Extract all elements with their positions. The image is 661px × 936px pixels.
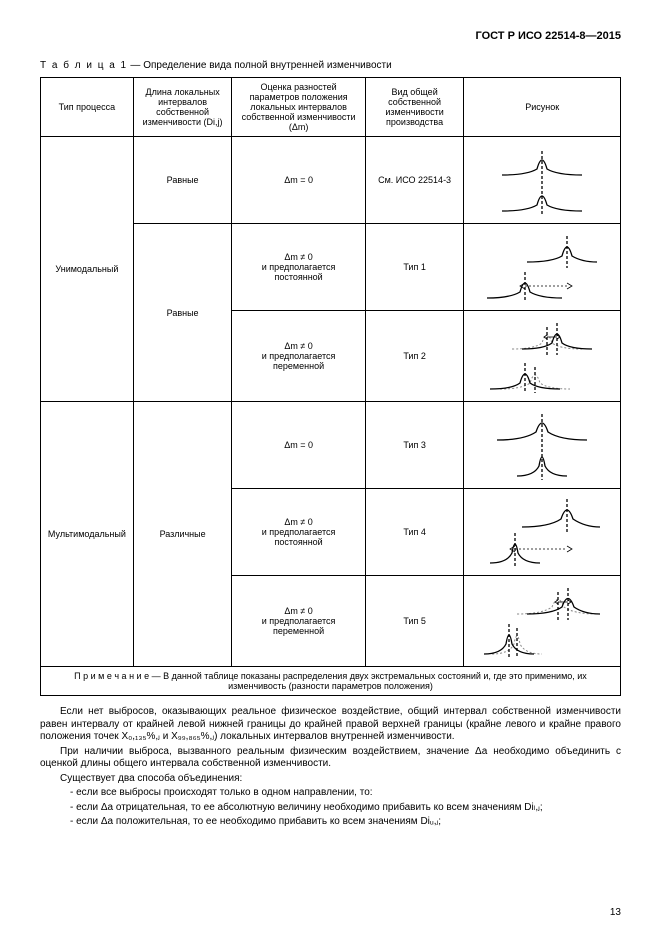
cell-process-unimodal: Унимодальный <box>41 137 134 402</box>
page-number: 13 <box>610 907 621 918</box>
figure-type2 <box>464 311 621 402</box>
table-note: П р и м е ч а н и е — В данной таблице п… <box>41 667 621 696</box>
page: ГОСТ Р ИСО 22514-8—2015 Т а б л и ц а 1 … <box>0 0 661 936</box>
table-caption: Т а б л и ц а 1 — Определение вида полно… <box>40 60 621 71</box>
cell-len-equal-1: Равные <box>133 137 232 224</box>
cell-dm-const-2: Δm ≠ 0 и предполагается постоянной <box>232 489 365 576</box>
para-4: - если все выбросы происходят только в о… <box>40 787 621 800</box>
figure-type1 <box>464 224 621 311</box>
cell-type-iso: См. ИСО 22514-3 <box>365 137 464 224</box>
cell-process-multimodal: Мультимодальный <box>41 402 134 667</box>
table-title: Определение вида полной внутренней измен… <box>143 60 391 71</box>
cell-dm-zero-2: Δm = 0 <box>232 402 365 489</box>
variability-table: Тип процесса Длина локальных интервалов … <box>40 77 621 696</box>
cell-dm-var-2: Δm ≠ 0 и предполагается переменной <box>232 576 365 667</box>
col-process-type: Тип процесса <box>41 78 134 137</box>
para-5: - если Δa отрицательная, то ее абсолютну… <box>40 802 621 815</box>
cell-type-3: Тип 3 <box>365 402 464 489</box>
table-label: Т а б л и ц а 1 <box>40 60 128 71</box>
col-figure: Рисунок <box>464 78 621 137</box>
col-variability-type: Вид общей собственной изменчивости произ… <box>365 78 464 137</box>
cell-len-equal-2: Равные <box>133 224 232 402</box>
col-interval-length: Длина локальных интервалов собственной и… <box>133 78 232 137</box>
cell-type-5: Тип 5 <box>365 576 464 667</box>
figure-type5 <box>464 576 621 667</box>
cell-type-2: Тип 2 <box>365 311 464 402</box>
cell-type-1: Тип 1 <box>365 224 464 311</box>
cell-type-4: Тип 4 <box>365 489 464 576</box>
para-1: Если нет выбросов, оказывающих реальное … <box>40 706 621 744</box>
para-2: При наличии выброса, вызванного реальным… <box>40 746 621 771</box>
col-delta-m: Оценка разностей параметров положения ло… <box>232 78 365 137</box>
body-text: Если нет выбросов, оказывающих реальное … <box>40 706 621 829</box>
document-header: ГОСТ Р ИСО 22514-8—2015 <box>40 30 621 42</box>
figure-equal-aligned <box>464 137 621 224</box>
figure-type3 <box>464 402 621 489</box>
para-3: Существует два способа объединения: <box>40 773 621 786</box>
figure-type4 <box>464 489 621 576</box>
cell-len-various: Различные <box>133 402 232 667</box>
para-6: - если Δa положительная, то ее необходим… <box>40 816 621 829</box>
cell-dm-zero-1: Δm = 0 <box>232 137 365 224</box>
cell-dm-const-1: Δm ≠ 0 и предполагается постоянной <box>232 224 365 311</box>
cell-dm-var-1: Δm ≠ 0 и предполагается переменной <box>232 311 365 402</box>
